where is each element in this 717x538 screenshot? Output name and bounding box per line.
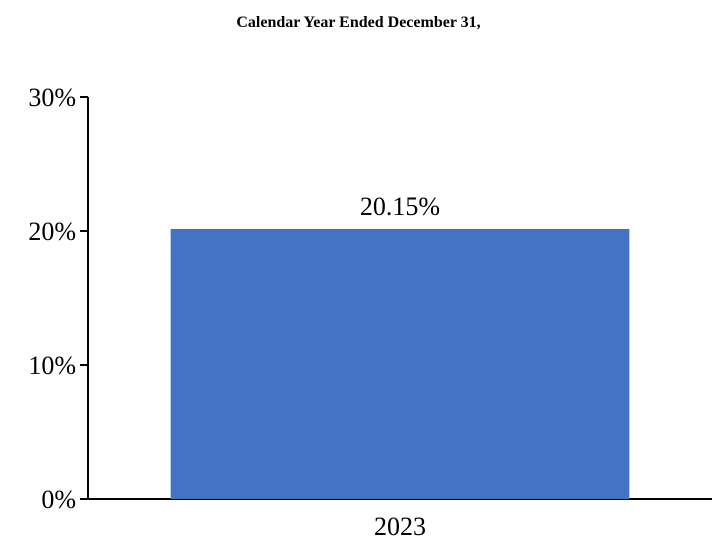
y-tick-label: 30% [28,83,76,112]
labels: 20.15% 2023 [360,192,440,538]
y-tick-label: 0% [41,485,76,514]
y-ticks: 0% 10% 20% 30% [28,83,88,514]
chart-title: Calendar Year Ended December 31, [236,14,481,31]
x-category-label: 2023 [374,512,426,538]
bars [170,228,630,500]
bar-2023 [170,228,630,500]
y-tick-label: 20% [28,217,76,246]
data-label: 20.15% [360,192,440,221]
y-tick-label: 10% [28,351,76,380]
